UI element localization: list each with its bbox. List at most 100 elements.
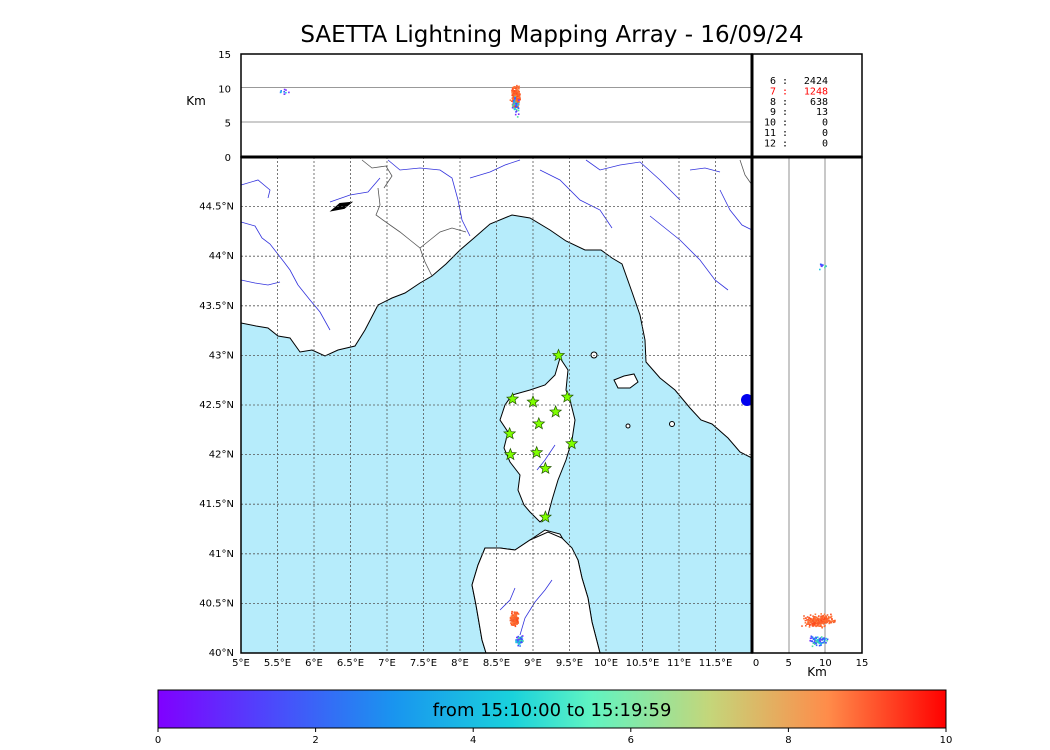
lightning-source [514, 113, 517, 116]
station-star [548, 404, 563, 418]
lightning-source [518, 96, 520, 98]
lightning-source [513, 623, 515, 625]
longitude-tick-label: 10°E [594, 658, 618, 669]
lightning-source [280, 91, 282, 93]
lightning-source [822, 621, 825, 624]
lightning-source [815, 621, 818, 624]
lightning-source [510, 100, 513, 102]
giglio-island [669, 421, 675, 427]
lightning-source [511, 617, 513, 620]
count-row-value: 13 [816, 107, 828, 118]
lightning-source [519, 98, 521, 101]
altitude-tick-label: 5 [785, 658, 791, 669]
lightning-source [511, 612, 513, 615]
lightning-source [513, 619, 516, 622]
lightning-source [817, 619, 820, 621]
lightning-source [512, 624, 514, 626]
count-row-value: 1248 [804, 86, 828, 97]
lightning-source [822, 623, 825, 625]
lightning-source [511, 618, 513, 621]
count-row-value: 0 [822, 118, 828, 129]
station-star [560, 390, 574, 403]
lightning-source [517, 98, 520, 101]
lightning-source [520, 640, 523, 643]
lightning-source [513, 613, 516, 615]
latitude-tick-label: 44°N [209, 251, 234, 262]
lightning-source [830, 621, 833, 624]
lightning-source [830, 620, 832, 622]
lightning-source [815, 619, 817, 621]
altitude-tick-label: 5 [225, 119, 231, 130]
count-box-frame [751, 53, 863, 158]
map-sources-layer [509, 610, 524, 647]
lightning-source [821, 621, 823, 623]
station-count-box: 6: 2424 7: 1248 8: 638 9: 13 10: 0 11: 0 12: 0 [751, 53, 863, 158]
lightning-source [518, 643, 520, 645]
lightning-source [822, 264, 824, 266]
lightning-source [814, 620, 816, 622]
lightning-source [518, 93, 520, 95]
lightning-source [826, 621, 828, 623]
lightning-source [517, 103, 520, 106]
latitude-tick-label: 40.5°N [199, 598, 234, 609]
lightning-source [810, 640, 813, 642]
lightning-source [813, 617, 815, 620]
count-row-value: 638 [810, 97, 828, 108]
lightning-source [520, 638, 522, 640]
lightning-source [804, 617, 807, 619]
lightning-source [808, 626, 811, 628]
lightning-source [511, 610, 513, 613]
lightning-source [515, 102, 518, 105]
lightning-source [809, 639, 811, 642]
stations-layer [502, 348, 579, 523]
lightning-source [805, 624, 807, 627]
lightning-source [824, 616, 827, 618]
lightning-source [819, 263, 822, 266]
lightning-source [821, 622, 823, 624]
lightning-source [515, 86, 518, 89]
lightning-source [811, 640, 814, 642]
lightning-source [518, 96, 521, 99]
lightning-source [831, 618, 833, 620]
lightning-source [812, 615, 814, 617]
lightning-source [821, 619, 823, 622]
count-row-separator: : [782, 76, 788, 87]
lightning-source [517, 622, 519, 624]
lightning-source [817, 639, 819, 641]
lightning-source [810, 618, 812, 620]
lightning-source [825, 618, 828, 621]
latitude-tick-label: 41°N [209, 549, 234, 560]
lightning-source [510, 622, 512, 624]
lightning-source [516, 93, 518, 95]
count-row-separator: : [782, 97, 788, 108]
count-row-separator: : [782, 107, 788, 118]
colorbar-tick-label: 0 [155, 735, 161, 746]
lightning-source [517, 92, 519, 95]
lightning-source [819, 638, 821, 640]
longitude-tick-label: 10.5°E [626, 658, 660, 669]
lightning-source [516, 619, 518, 622]
lightning-source [811, 637, 813, 639]
lightning-source [513, 612, 516, 614]
count-row-separator: : [782, 86, 788, 97]
lightning-source [511, 106, 514, 109]
lightning-source [823, 640, 826, 642]
lightning-source [516, 636, 518, 639]
colorbar-tick-label: 6 [628, 735, 634, 746]
longitude-tick-label: 5°E [232, 658, 250, 669]
lightning-source [820, 617, 822, 620]
lightning-source [823, 637, 825, 639]
longitude-tick-label: 8.5°E [483, 658, 510, 669]
lightning-source [804, 622, 807, 624]
lightning-source [515, 613, 517, 616]
lightning-source [814, 622, 816, 624]
lightning-source [517, 113, 520, 115]
colorbar-ticks: 0 2 4 6 8 10 [155, 728, 952, 746]
altitude-tick-label: 10 [218, 84, 231, 95]
colorbar-tick-label: 4 [470, 735, 476, 746]
lightning-source [830, 615, 833, 618]
lightning-source [514, 625, 517, 628]
lightning-source [820, 623, 822, 626]
lightning-source [513, 614, 516, 616]
